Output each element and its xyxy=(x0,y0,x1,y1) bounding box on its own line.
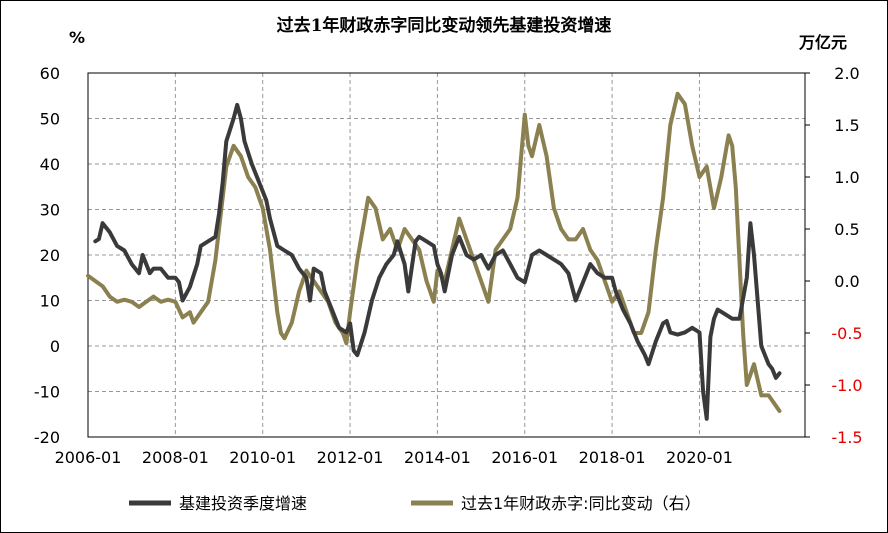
left-tick-label: 50 xyxy=(40,110,60,129)
chart-title: 过去1年财政赤字同比变动领先基建投资增速 xyxy=(277,15,612,36)
left-tick-label: 60 xyxy=(40,64,60,83)
x-tick-label: 2018-01 xyxy=(579,448,646,467)
left-tick-label: 0 xyxy=(50,337,60,356)
x-axis-ticks: 2006-01 2008-01 2010-01 2012-01 2014-01 2016-… xyxy=(55,448,733,467)
left-tick-label: -10 xyxy=(34,383,60,402)
x-tick-label: 2012-01 xyxy=(317,448,384,467)
left-axis-unit: % xyxy=(69,28,85,47)
left-axis-ticks: 60 50 40 30 20 10 0 -10 -20 xyxy=(34,64,60,447)
right-tick-label: 2.0 xyxy=(834,64,859,83)
x-tick-label: 2010-01 xyxy=(229,448,296,467)
right-axis-ticks: 2.0 1.5 1.0 0.5 0.0 -0.5 -1.0 -1.5 xyxy=(805,64,863,447)
x-tick-label: 2014-01 xyxy=(404,448,471,467)
x-tick-label: 2008-01 xyxy=(142,448,209,467)
x-tick-label: 2006-01 xyxy=(55,448,122,467)
right-tick-label: -1.5 xyxy=(831,428,862,447)
grid xyxy=(88,73,805,437)
x-tick-label: 2016-01 xyxy=(491,448,558,467)
plot-area-border xyxy=(87,72,806,438)
right-tick-label: 0.5 xyxy=(834,220,859,239)
left-tick-label: 40 xyxy=(40,155,60,174)
legend: 基建投资季度增速 过去1年财政赤字:同比变动（右） xyxy=(129,494,701,513)
right-tick-label: 1.0 xyxy=(834,168,859,187)
x-tick-label: 2020-01 xyxy=(666,448,733,467)
left-tick-label: 10 xyxy=(40,292,60,311)
series-line-infra xyxy=(93,102,782,421)
left-tick-label: 20 xyxy=(40,246,60,265)
legend-label-deficit: 过去1年财政赤字:同比变动（右） xyxy=(461,494,701,513)
right-tick-label: -0.5 xyxy=(831,324,862,343)
right-tick-label: 0.0 xyxy=(834,272,859,291)
left-tick-label: -20 xyxy=(34,428,60,447)
right-tick-label: -1.0 xyxy=(831,376,862,395)
series-line-deficit xyxy=(86,91,782,413)
legend-label-infra: 基建投资季度增速 xyxy=(179,494,307,513)
right-axis-unit: 万亿元 xyxy=(798,33,847,52)
left-tick-label: 30 xyxy=(40,201,60,220)
right-tick-label: 1.5 xyxy=(834,116,859,135)
